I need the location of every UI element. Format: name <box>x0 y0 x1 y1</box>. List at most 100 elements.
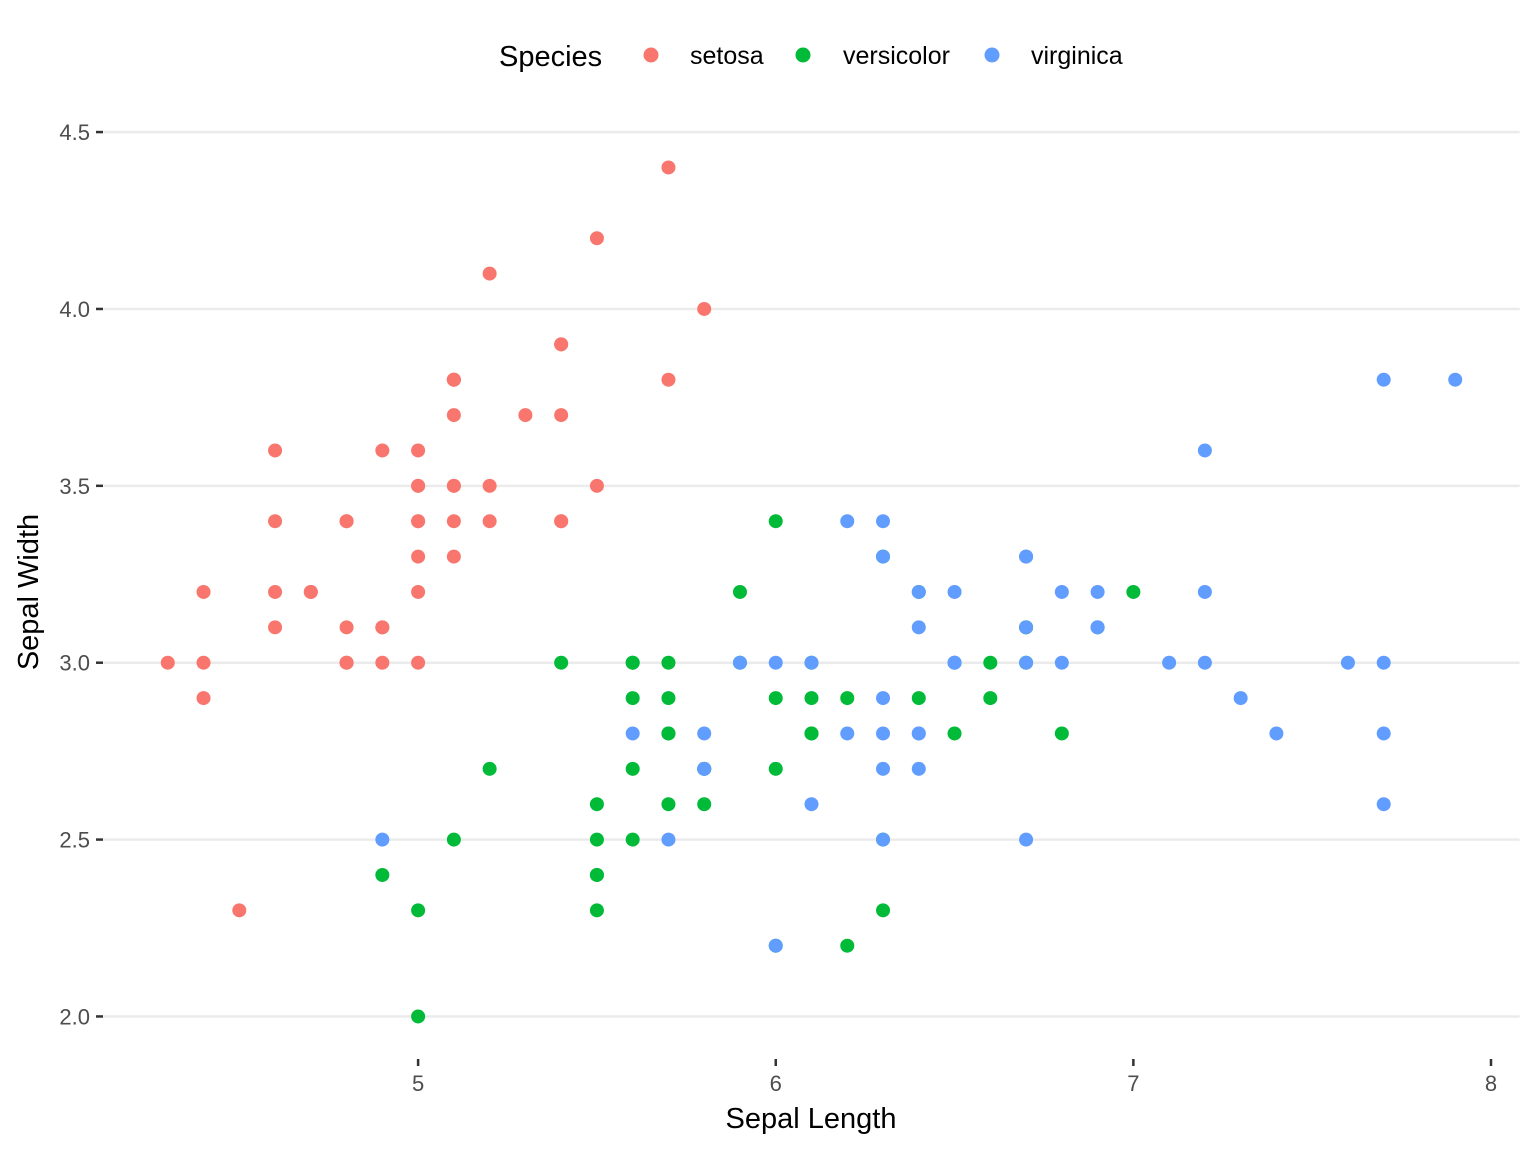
data-point-setosa <box>196 691 211 706</box>
data-point-versicolor <box>625 655 640 670</box>
data-point-setosa <box>589 478 604 493</box>
data-point-virginica <box>661 832 676 847</box>
data-point-versicolor <box>589 832 604 847</box>
legend-label-virginica: virginica <box>1031 42 1123 70</box>
y-tick-label: 4.0 <box>59 297 90 322</box>
data-point-versicolor <box>661 691 676 706</box>
data-point-versicolor <box>768 691 783 706</box>
data-point-versicolor <box>589 867 604 882</box>
y-axis-title: Sepal Width <box>13 514 45 670</box>
data-point-versicolor <box>876 903 891 918</box>
data-point-virginica <box>1340 655 1355 670</box>
data-point-virginica <box>1054 655 1069 670</box>
data-point-versicolor <box>625 761 640 776</box>
data-point-versicolor <box>768 761 783 776</box>
x-tick-label: 7 <box>1127 1071 1139 1096</box>
x-axis: 5 6 7 8 <box>412 1059 1497 1096</box>
legend: Species setosa versicolor virginica <box>499 41 1123 73</box>
data-point-virginica <box>1376 797 1391 812</box>
data-point-virginica <box>911 726 926 741</box>
data-point-setosa <box>411 443 426 458</box>
data-point-versicolor <box>911 691 926 706</box>
data-point-versicolor <box>589 903 604 918</box>
legend-label-setosa: setosa <box>690 42 764 70</box>
data-point-versicolor <box>375 867 390 882</box>
data-point-setosa <box>268 620 283 635</box>
data-point-setosa <box>661 372 676 387</box>
data-point-versicolor <box>411 903 426 918</box>
data-point-versicolor <box>625 691 640 706</box>
data-point-versicolor <box>661 655 676 670</box>
data-point-virginica <box>804 797 819 812</box>
data-point-virginica <box>1376 726 1391 741</box>
legend-key-setosa <box>643 47 659 63</box>
data-point-virginica <box>1233 691 1248 706</box>
data-point-versicolor <box>589 797 604 812</box>
legend-key-versicolor <box>795 47 811 63</box>
data-point-versicolor <box>661 726 676 741</box>
legend-key-virginica <box>984 47 1000 63</box>
data-point-virginica <box>768 938 783 953</box>
data-point-virginica <box>1448 372 1463 387</box>
data-point-versicolor <box>947 726 962 741</box>
x-tick-label: 6 <box>770 1071 782 1096</box>
data-point-setosa <box>661 160 676 175</box>
data-point-virginica <box>911 761 926 776</box>
data-point-virginica <box>1197 655 1212 670</box>
data-point-setosa <box>411 478 426 493</box>
data-point-virginica <box>1376 655 1391 670</box>
data-points <box>160 160 1463 1024</box>
y-tick-label: 3.0 <box>59 651 90 676</box>
data-point-versicolor <box>840 691 855 706</box>
y-axis: 2.0 2.5 3.0 3.5 4.0 4.5 <box>59 120 103 1029</box>
data-point-virginica <box>697 726 712 741</box>
data-point-setosa <box>339 514 354 529</box>
data-point-virginica <box>1019 620 1034 635</box>
data-point-virginica <box>947 584 962 599</box>
legend-label-versicolor: versicolor <box>843 42 950 70</box>
x-tick-label: 5 <box>412 1071 424 1096</box>
data-point-virginica <box>1376 372 1391 387</box>
data-point-setosa <box>554 408 569 423</box>
data-point-virginica <box>1269 726 1284 741</box>
data-point-virginica <box>876 549 891 564</box>
data-point-versicolor <box>840 938 855 953</box>
y-tick-label: 4.5 <box>59 120 90 145</box>
data-point-virginica <box>876 514 891 529</box>
data-point-versicolor <box>625 832 640 847</box>
data-point-setosa <box>339 620 354 635</box>
data-point-virginica <box>804 655 819 670</box>
data-point-virginica <box>876 832 891 847</box>
data-point-versicolor <box>804 691 819 706</box>
data-point-setosa <box>446 549 461 564</box>
data-point-setosa <box>303 584 318 599</box>
data-point-setosa <box>482 266 497 281</box>
data-point-virginica <box>1019 655 1034 670</box>
data-point-versicolor <box>1054 726 1069 741</box>
y-tick-label: 2.5 <box>59 828 90 853</box>
data-point-versicolor <box>983 655 998 670</box>
data-point-setosa <box>268 584 283 599</box>
data-point-setosa <box>482 478 497 493</box>
y-tick-label: 2.0 <box>59 1004 90 1029</box>
data-point-virginica <box>876 761 891 776</box>
data-point-virginica <box>768 655 783 670</box>
data-point-setosa <box>160 655 175 670</box>
data-point-setosa <box>196 584 211 599</box>
data-point-setosa <box>411 655 426 670</box>
data-point-virginica <box>840 726 855 741</box>
data-point-setosa <box>411 549 426 564</box>
x-axis-title: Sepal Length <box>726 1103 897 1135</box>
data-point-setosa <box>411 514 426 529</box>
data-point-setosa <box>268 443 283 458</box>
data-point-virginica <box>375 832 390 847</box>
x-tick-label: 8 <box>1485 1071 1497 1096</box>
data-point-setosa <box>482 514 497 529</box>
data-point-virginica <box>947 655 962 670</box>
data-point-virginica <box>1197 443 1212 458</box>
data-point-virginica <box>876 726 891 741</box>
data-point-setosa <box>232 903 247 918</box>
data-point-versicolor <box>482 761 497 776</box>
data-point-setosa <box>375 655 390 670</box>
